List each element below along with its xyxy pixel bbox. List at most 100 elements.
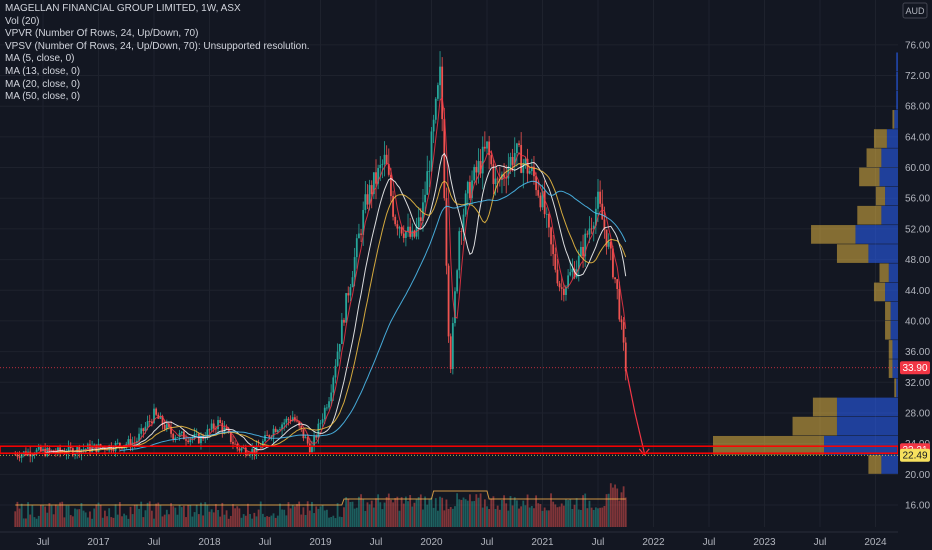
candle-body (298, 421, 301, 426)
volume-bar (178, 505, 181, 527)
volume-bar (569, 499, 572, 527)
volume-bar (486, 506, 488, 527)
candle-body (558, 283, 561, 288)
volume-bar (428, 499, 431, 527)
volume-bar (511, 505, 514, 527)
volume-bar (48, 503, 51, 527)
candle-body (379, 164, 382, 169)
vp-row-up (885, 186, 898, 206)
candle-body (112, 450, 115, 451)
candle-body (340, 319, 343, 344)
volume-bar (210, 509, 213, 527)
volume-bar (35, 518, 38, 527)
candle-body (586, 233, 589, 235)
volume-bar (108, 508, 111, 527)
volume-bar (345, 497, 348, 527)
y-tick-label: 28.00 (905, 408, 930, 419)
candle-body (266, 435, 269, 436)
volume-bar (140, 501, 143, 527)
candle-body (569, 272, 572, 276)
volume-bar (332, 515, 335, 527)
candle-body (18, 456, 21, 458)
y-tick-label: 20.00 (905, 470, 930, 481)
vp-row-up (868, 244, 898, 263)
x-tick-label: Jul (814, 537, 827, 548)
volume-bar (609, 483, 612, 527)
volume-bar (565, 499, 567, 527)
volume-bar (71, 516, 74, 527)
volume-bar (157, 502, 160, 527)
volume-bar (281, 509, 283, 527)
volume-bar (571, 508, 574, 527)
candle-body (37, 446, 40, 450)
volume-bar (439, 496, 441, 527)
volume-bar (567, 500, 570, 527)
y-tick-label: 72.00 (905, 71, 930, 82)
vp-row-up (836, 397, 898, 417)
candle-body (345, 293, 348, 323)
volume-bar (257, 509, 260, 527)
volume-bar (93, 508, 96, 527)
volume-bar (441, 497, 444, 527)
volume-bar (146, 502, 149, 527)
volume-bar (443, 510, 446, 527)
candle-body (364, 194, 367, 210)
volume-bar (620, 492, 623, 527)
candle-body (296, 420, 298, 422)
volume-bar (20, 503, 23, 527)
vp-row-down (879, 263, 889, 283)
volume-bar (518, 508, 520, 527)
volume-bar (460, 499, 463, 527)
volume-bar (366, 502, 369, 527)
volume-bar (462, 497, 465, 527)
volume-bar (362, 499, 365, 527)
x-tick-label: 2017 (87, 537, 110, 548)
volume-bar (488, 509, 491, 527)
candle-body (580, 246, 582, 256)
candle-body (479, 161, 482, 174)
volume-bar (142, 517, 145, 527)
candle-body (82, 449, 85, 450)
volume-bar (313, 513, 315, 527)
candle-body (533, 166, 535, 177)
volume-bar (123, 513, 126, 527)
volume-bar (503, 495, 505, 527)
volume-bar (434, 498, 437, 527)
volume-bar (616, 488, 619, 527)
x-tick-label: 2019 (309, 537, 332, 548)
volume-bar (298, 501, 301, 527)
volume-bar (255, 516, 258, 527)
volume-bar (114, 504, 117, 527)
volume-bar (221, 502, 224, 527)
legend-ma13: MA (13, close, 0) (5, 65, 81, 77)
volume-bar (234, 508, 237, 527)
candle-body (605, 229, 608, 247)
vp-row-up (892, 340, 898, 359)
volume-bar (308, 510, 311, 527)
vp-row-down (812, 397, 837, 417)
candle-body (603, 219, 606, 230)
candle-body (223, 427, 226, 432)
volume-bar (340, 517, 343, 527)
volume-bar (227, 518, 230, 527)
volume-bar (419, 494, 422, 527)
vp-row-down (866, 148, 882, 168)
candle-body (234, 443, 237, 445)
volume-bar (170, 503, 172, 527)
candle-body (537, 190, 540, 196)
volume-bar (424, 496, 426, 527)
volume-bar (351, 501, 354, 527)
candle-body (616, 279, 619, 289)
candle-body (59, 447, 61, 453)
candle-body (206, 429, 209, 439)
x-tick-label: Jul (259, 537, 272, 548)
candle-body (129, 439, 132, 447)
candle-body (552, 244, 555, 255)
volume-bar (430, 497, 433, 527)
candle-body (353, 257, 356, 278)
volume-bar (588, 500, 591, 527)
candle-body (392, 196, 394, 217)
candle-body (291, 417, 294, 421)
volume-bar (507, 510, 510, 527)
